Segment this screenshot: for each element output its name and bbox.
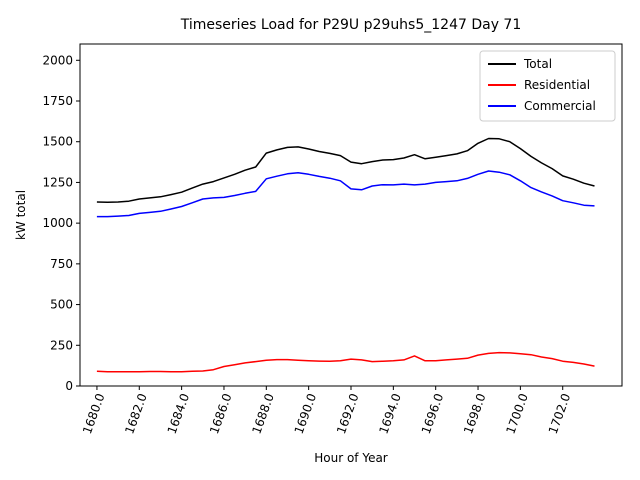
y-tick-label: 750 xyxy=(50,257,73,271)
chart-title: Timeseries Load for P29U p29uhs5_1247 Da… xyxy=(180,17,522,33)
y-tick-label: 0 xyxy=(65,379,73,393)
plot-border xyxy=(79,43,623,387)
x-axis-label: Hour of Year xyxy=(314,451,388,465)
y-tick-label: 250 xyxy=(50,338,73,352)
legend-label-residential: Residential xyxy=(524,78,590,92)
y-tick-label: 1000 xyxy=(42,216,73,230)
y-tick-label: 500 xyxy=(50,298,73,312)
series-line-commercial xyxy=(96,170,595,218)
legend-label-total: Total xyxy=(523,57,552,71)
legend-label-commercial: Commercial xyxy=(524,99,596,113)
legend: Total Residential Commercial xyxy=(479,50,616,122)
y-axis-ticks: 0 250 500 750 1000 1250 1500 1750 2000 xyxy=(42,53,80,393)
y-tick-label: 1500 xyxy=(42,135,73,149)
y-tick-label: 1250 xyxy=(42,175,73,189)
series-line-total xyxy=(96,137,595,204)
y-tick-label: 1750 xyxy=(42,94,73,108)
y-axis-label: kW total xyxy=(14,190,28,240)
legend-box xyxy=(479,50,616,122)
series-lines xyxy=(96,137,595,373)
series-line-residential xyxy=(96,351,595,373)
y-tick-label: 2000 xyxy=(42,53,73,67)
